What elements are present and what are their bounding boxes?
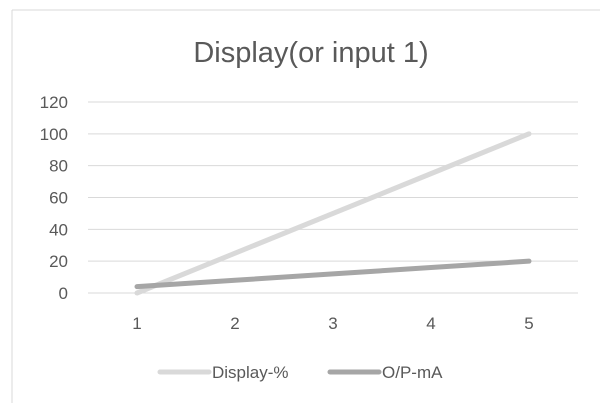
chart-title: Display(or input 1) xyxy=(193,37,428,69)
x-tick-label: 3 xyxy=(328,314,337,333)
x-tick-label: 4 xyxy=(426,314,435,333)
y-tick-label: 40 xyxy=(49,220,68,239)
y-tick-label: 0 xyxy=(59,284,68,303)
y-tick-label: 60 xyxy=(49,189,68,208)
y-tick-label: 100 xyxy=(40,125,68,144)
y-tick-label: 20 xyxy=(49,252,68,271)
legend: Display-% O/P-mA xyxy=(157,363,443,382)
y-axis-tick-labels: 0 20 40 60 80 100 120 xyxy=(40,93,68,303)
x-tick-label: 5 xyxy=(524,314,533,333)
x-axis-tick-labels: 1 2 3 4 5 xyxy=(132,314,533,333)
chart-frame-border xyxy=(11,9,600,403)
x-tick-label: 2 xyxy=(230,314,239,333)
gridlines xyxy=(88,101,578,294)
y-tick-label: 80 xyxy=(49,157,68,176)
x-tick-label: 1 xyxy=(132,314,141,333)
legend-label: Display-% xyxy=(212,363,289,382)
series-lines xyxy=(134,131,532,296)
y-tick-label: 120 xyxy=(40,93,68,112)
legend-label: O/P-mA xyxy=(382,363,443,382)
